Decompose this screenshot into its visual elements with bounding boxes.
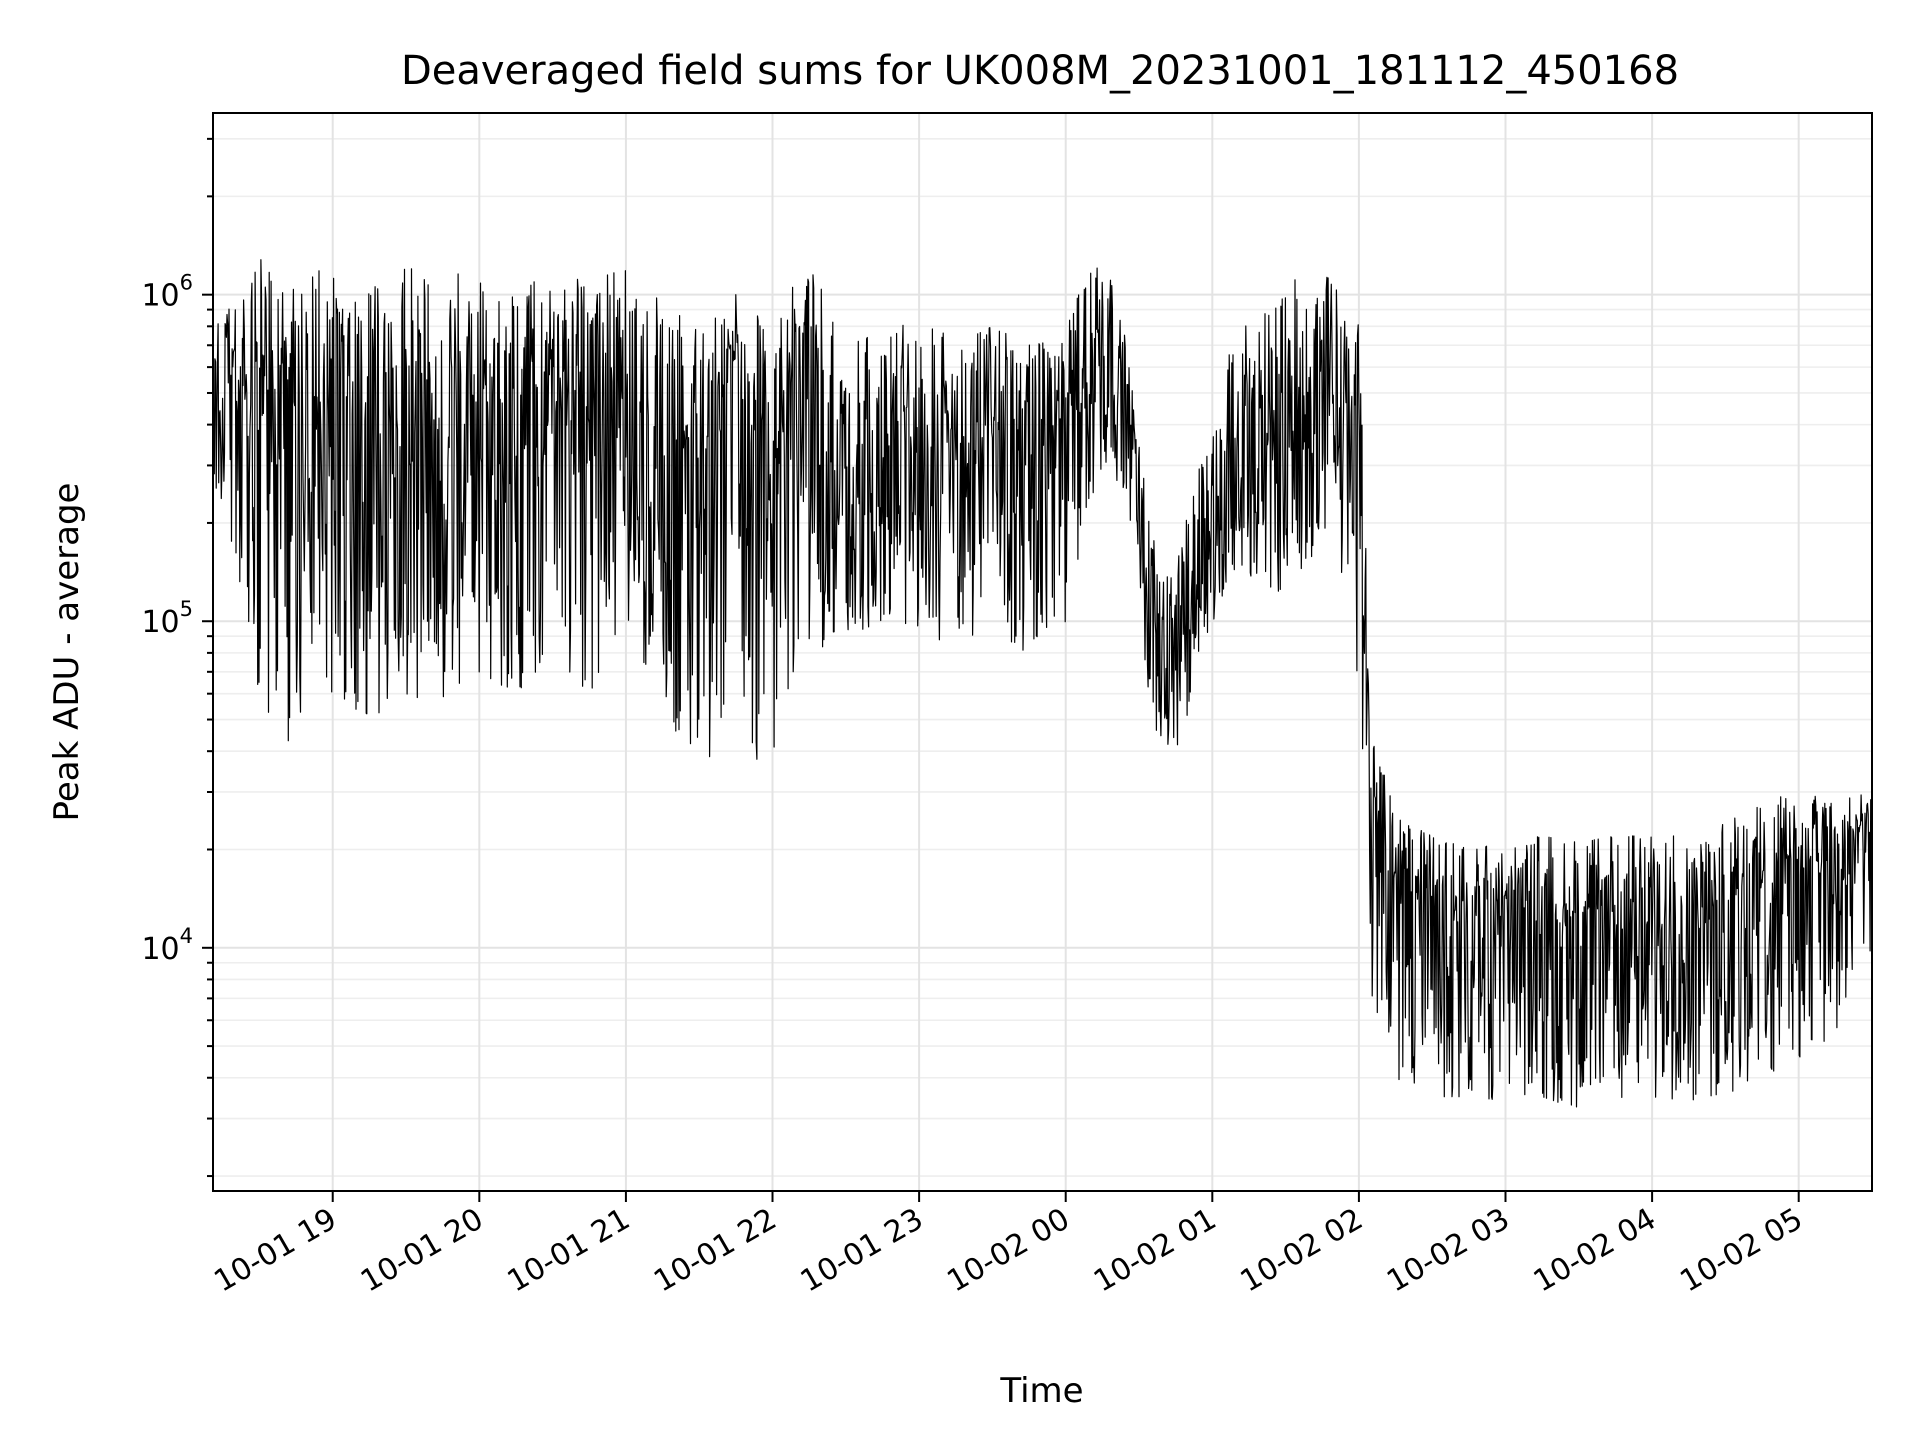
y-axis-label: Peak ADU - average: [47, 483, 87, 822]
x-axis-label: Time: [999, 1371, 1083, 1411]
y-axis: 104 105 106: [141, 137, 213, 1178]
y-tick-label: 105: [141, 597, 193, 640]
series-line: [212, 259, 1873, 1108]
y-tick-label: 104: [141, 924, 193, 967]
series-group: [212, 259, 1873, 1108]
chart-title: Deaveraged field sums for UK008M_2023100…: [401, 48, 1679, 94]
y-tick-label: 106: [141, 271, 193, 314]
